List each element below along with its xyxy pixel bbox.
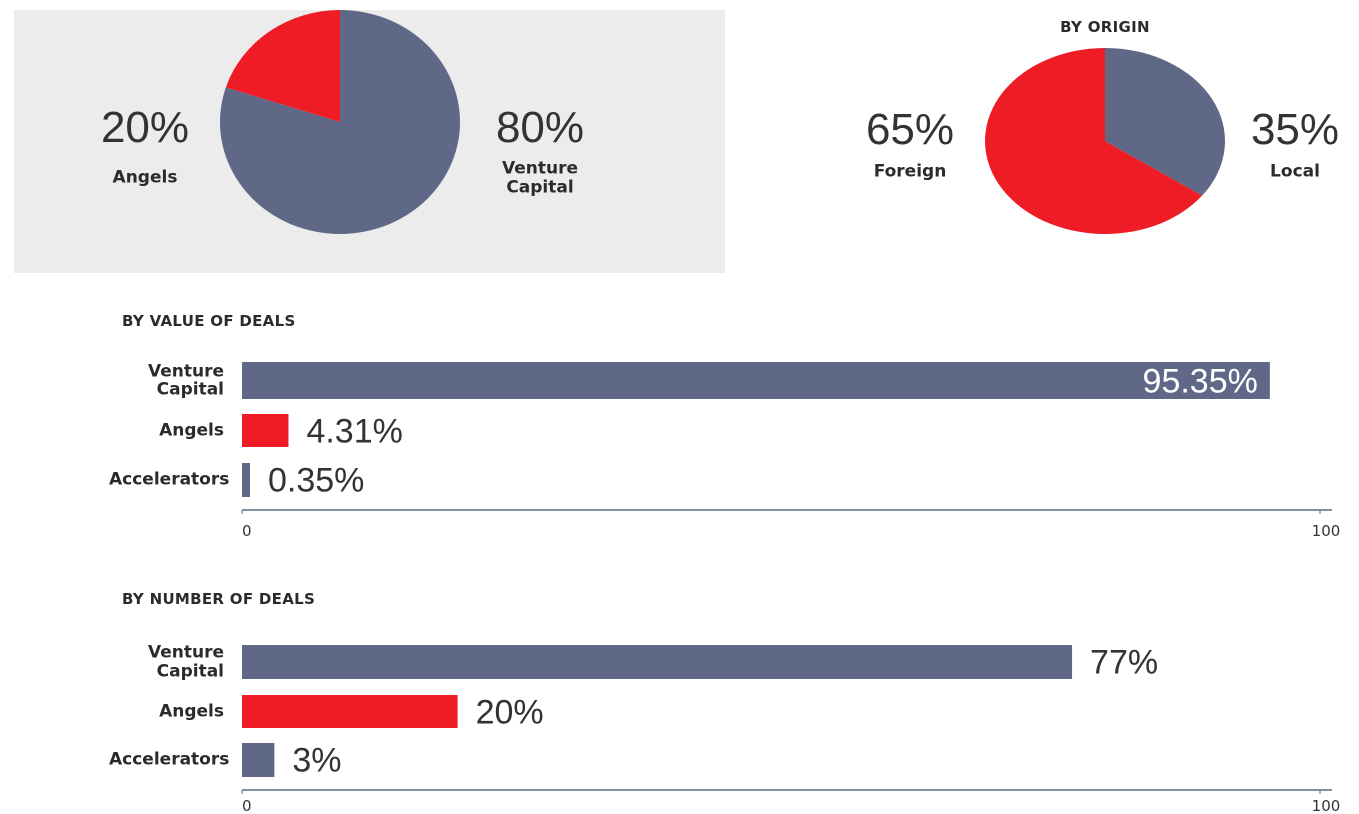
bar-value-label: 0.35% (268, 461, 365, 500)
category-label: Angels (159, 420, 224, 441)
x-tick-label: 100 (1311, 521, 1341, 540)
category-label: Venture Capital (147, 360, 224, 400)
x-tick-label: 0 (242, 521, 252, 540)
x-tick-label: 100 (1311, 796, 1341, 814)
bar-value-label: 20% (475, 692, 544, 731)
slice-value-label: 65% (865, 104, 955, 154)
bar-value-label: 77% (1090, 643, 1159, 682)
pie-slice (985, 48, 1203, 234)
bar (242, 645, 1073, 679)
bar (242, 414, 289, 447)
category-label: Angels (159, 701, 224, 722)
pie-slice (225, 10, 340, 122)
pie-slice (1105, 48, 1225, 196)
bar-value-label: 95.35% (1142, 361, 1258, 400)
category-label: Venture Capital (147, 642, 224, 681)
slice-name-label: Foreign (873, 161, 947, 182)
bar (242, 743, 275, 777)
x-tick-label: 0 (242, 796, 252, 814)
chart-title: BY ORIGIN (1060, 17, 1150, 36)
slice-value-label: 20% (100, 102, 190, 152)
slice-value-label: 80% (495, 102, 585, 152)
bar-value-label: 3% (292, 741, 342, 780)
bar (242, 362, 1270, 399)
slice-name-label: Angels (112, 167, 178, 188)
chart-title: BY VALUE OF DEALS (122, 311, 296, 330)
category-label: Accelerators (109, 469, 230, 490)
slice-name-label: Local (1270, 161, 1320, 182)
bar-value-label: 4.31% (306, 411, 403, 450)
bar (242, 463, 250, 497)
chart-title: BY NUMBER OF DEALS (122, 589, 316, 608)
bar (242, 695, 458, 728)
slice-name-label: Venture Capital (501, 158, 578, 197)
category-label: Accelerators (109, 749, 230, 770)
slice-value-label: 35% (1250, 104, 1340, 154)
